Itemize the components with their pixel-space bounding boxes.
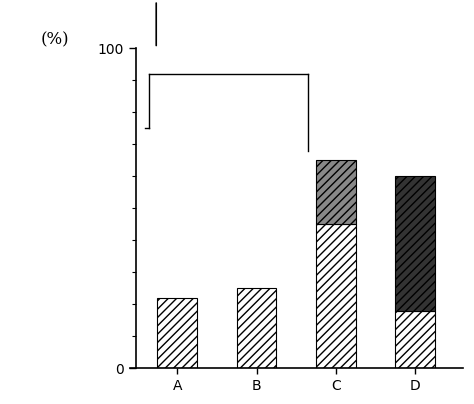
- Bar: [395, 177, 435, 311]
- Bar: [157, 298, 197, 368]
- Bar: [316, 224, 356, 368]
- Bar: [316, 160, 356, 224]
- Bar: [395, 311, 435, 368]
- Text: (%): (%): [41, 32, 70, 48]
- Bar: [237, 288, 276, 368]
